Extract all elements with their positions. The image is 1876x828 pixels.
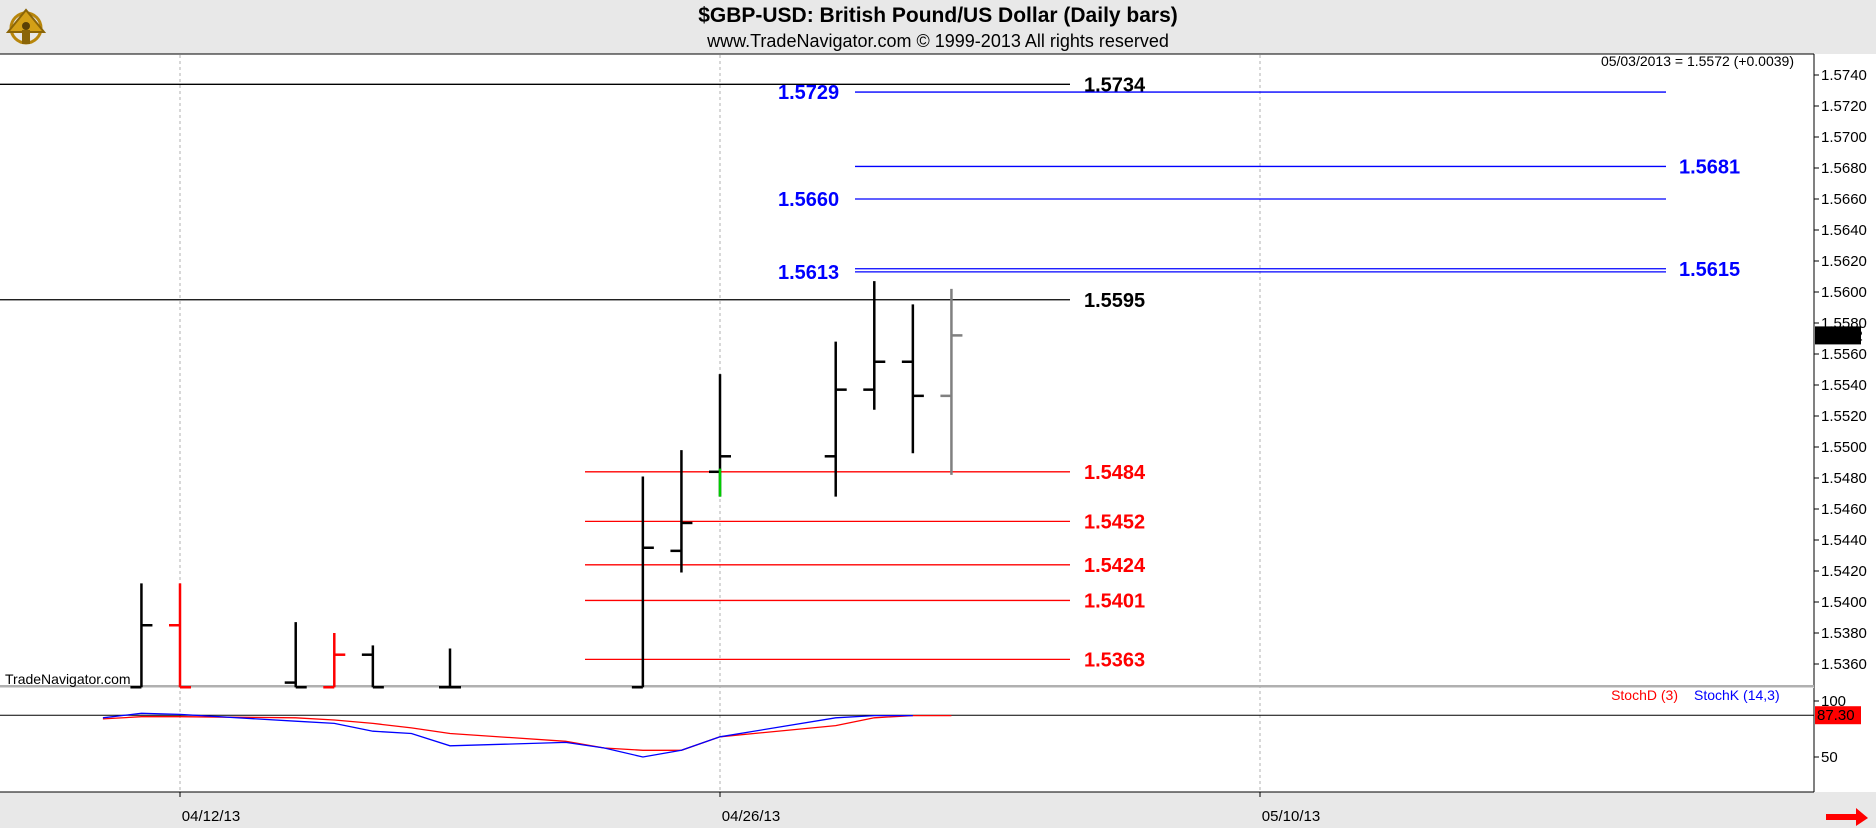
- price-tick-label: 1.5640: [1821, 222, 1867, 239]
- ohlc-bar: [130, 583, 153, 689]
- level-label-blue: 1.5660: [778, 189, 839, 211]
- price-tick-label: 1.5460: [1821, 501, 1867, 518]
- level-label-red: 1.5363: [1084, 649, 1145, 671]
- ohlc-bar: [709, 374, 731, 497]
- price-tick-label: 1.5680: [1821, 160, 1867, 177]
- date-axis: 04/12/13 04/26/13 05/10/13: [179, 792, 1320, 825]
- price-tick-label: 1.5560: [1821, 346, 1867, 363]
- stoch-tick-label: 50: [1821, 749, 1838, 766]
- stoch-tick-label: 100: [1821, 693, 1846, 710]
- price-tick-label: 1.5740: [1821, 67, 1867, 84]
- ohlc-bar: [631, 476, 654, 689]
- level-label-black: 1.5734: [1084, 74, 1146, 96]
- ohlc-bar: [361, 645, 384, 689]
- ohlc-bar: [284, 622, 307, 689]
- stoch-line: [102, 712, 913, 758]
- stoch-last-box: [1815, 706, 1861, 725]
- price-bars: [130, 281, 963, 689]
- price-tick-label: 1.5660: [1821, 191, 1867, 208]
- last-quote: 05/03/2013 = 1.5572 (+0.0039): [1601, 53, 1794, 69]
- price-tick-label: 1.5520: [1821, 408, 1867, 425]
- watermark: TradeNavigator.com: [5, 671, 131, 687]
- price-tick-label: 1.5540: [1821, 377, 1867, 394]
- stoch-last-label: 87.30: [1817, 707, 1855, 724]
- level-label-black: 1.5595: [1084, 290, 1145, 312]
- level-label-blue: 1.5729: [778, 82, 839, 104]
- ohlc-bar: [439, 648, 461, 689]
- price-tick-label: 1.5500: [1821, 439, 1867, 456]
- price-tick-label: 1.5360: [1821, 656, 1867, 673]
- support-resistance-levels: 1.5734 1.5595 1.5729 1.5681 1.5660 1.5615 1.56…: [0, 74, 1740, 671]
- price-axis: 1.5740 1.5720 1.5700 1.5680 1.5660 1.5640 1.56…: [1814, 67, 1867, 673]
- price-tick-label: 1.5620: [1821, 253, 1867, 270]
- chart-title: $GBP-USD: British Pound/US Dollar (Daily…: [698, 4, 1178, 27]
- legend-stochk: StochK (14,3): [1694, 687, 1780, 703]
- price-tick-label: 1.5380: [1821, 625, 1867, 642]
- price-tick-label: 1.5420: [1821, 563, 1867, 580]
- price-tick-label: 1.5400: [1821, 594, 1867, 611]
- date-tick-label: 04/26/13: [722, 808, 780, 825]
- level-label-blue: 1.5681: [1679, 156, 1740, 178]
- price-tick-label: 1.5480: [1821, 470, 1867, 487]
- ohlc-bar: [169, 583, 191, 689]
- level-label-red: 1.5424: [1084, 555, 1146, 577]
- ohlc-bar: [323, 633, 346, 689]
- ohlc-bar: [940, 288, 963, 475]
- last-price-box: [1815, 326, 1861, 345]
- last-price-label: 1.5572: [1817, 327, 1863, 344]
- price-tick-label: 1.5600: [1821, 284, 1867, 301]
- ohlc-bar: [863, 281, 886, 410]
- chart-subtitle: www.TradeNavigator.com © 1999-2013 All r…: [707, 31, 1169, 51]
- scroll-right-arrow-icon[interactable]: [1826, 808, 1868, 826]
- ohlc-bar: [901, 304, 924, 454]
- ohlc-bar: [824, 341, 847, 497]
- price-tick-label: 1.5700: [1821, 129, 1867, 146]
- stoch-line: [102, 714, 952, 751]
- level-label-blue: 1.5615: [1679, 259, 1740, 281]
- level-label-blue: 1.5613: [778, 262, 839, 284]
- chart-header: [0, 0, 1876, 54]
- ohlc-bar: [670, 450, 693, 573]
- date-tick-label: 04/12/13: [182, 808, 240, 825]
- level-label-red: 1.5452: [1084, 511, 1145, 533]
- chart-frame: [0, 53, 1876, 828]
- date-tick-label: 05/10/13: [1262, 808, 1320, 825]
- level-label-red: 1.5401: [1084, 590, 1145, 612]
- sextant-logo-icon: [2, 2, 50, 55]
- stochastic-panel: 100 50 87.30: [0, 693, 1861, 766]
- price-tick-label: 1.5440: [1821, 532, 1867, 549]
- level-label-red: 1.5484: [1084, 462, 1146, 484]
- legend-stochd: StochD (3): [1611, 687, 1678, 703]
- price-tick-label: 1.5720: [1821, 98, 1867, 115]
